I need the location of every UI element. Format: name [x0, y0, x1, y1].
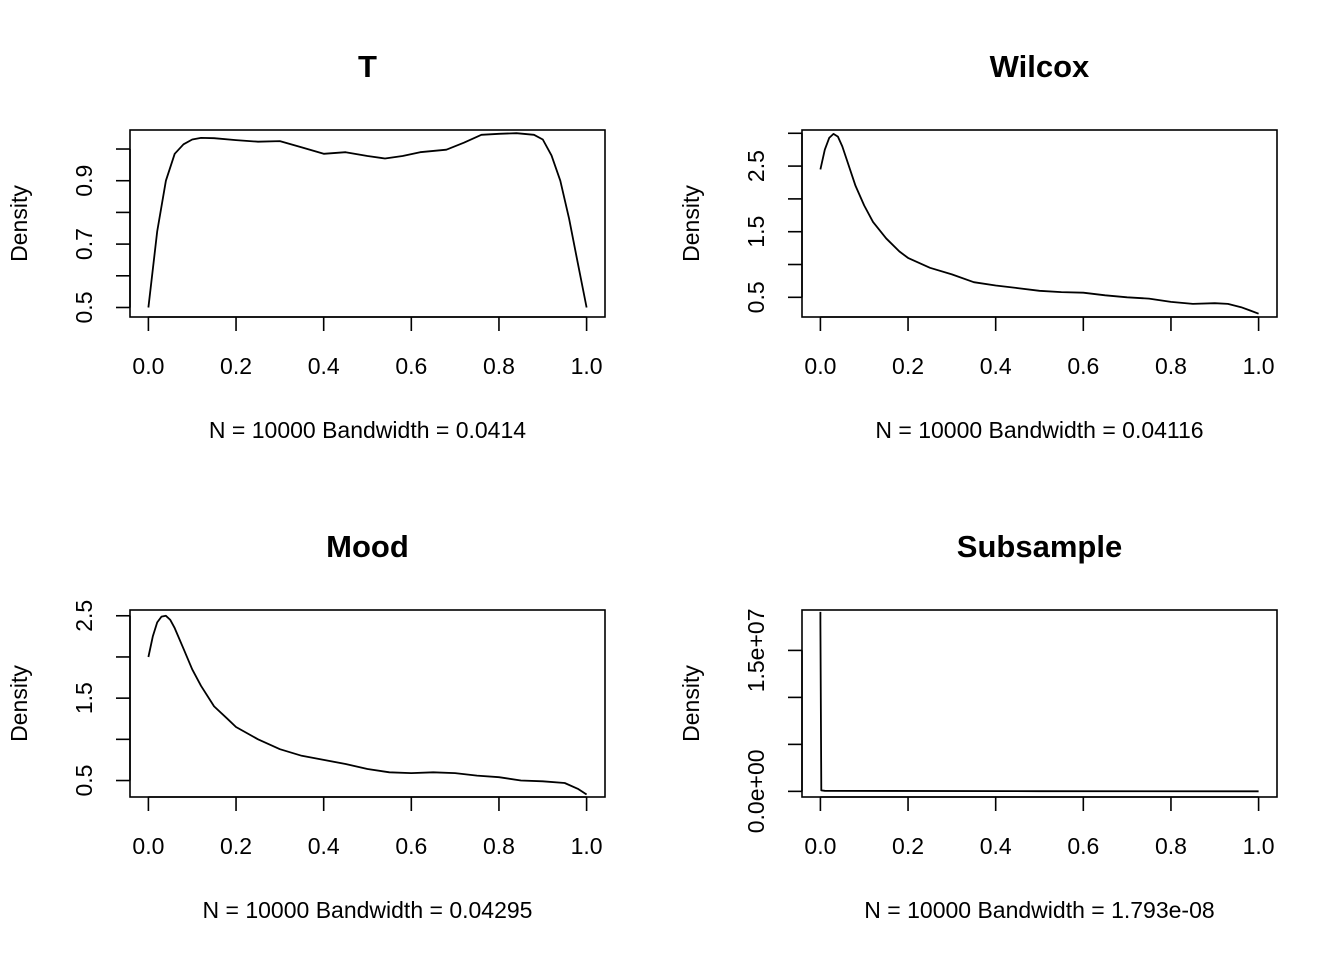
x-tick-label: 0.2: [220, 833, 252, 859]
x-tick-label: 0.4: [980, 833, 1012, 859]
x-axis-label: N = 10000 Bandwidth = 0.04295: [203, 897, 533, 923]
x-tick-label: 0.4: [980, 353, 1012, 379]
x-tick-label: 0.6: [1067, 353, 1099, 379]
y-axis-label: Density: [6, 185, 32, 262]
y-axis-label: Density: [678, 665, 704, 742]
y-axis-label: Density: [6, 665, 32, 742]
x-tick-label: 0.6: [1067, 833, 1099, 859]
x-tick-label: 0.0: [804, 833, 836, 859]
x-tick-label: 0.0: [132, 833, 164, 859]
y-tick-label: 2.5: [71, 600, 97, 632]
chart-panel-2: Wilcox 0.0 0.2 0.4 0.6 0.8 1.0 0.5 1.5 2.5 N = 100…: [678, 49, 1278, 443]
y-tick-label: 0.5: [71, 765, 97, 797]
y-tick-label: 2.5: [743, 150, 769, 182]
x-tick-label: 0.2: [220, 353, 252, 379]
x-tick-label: 0.8: [1155, 833, 1187, 859]
x-tick-label: 0.2: [892, 833, 924, 859]
chart-title: Subsample: [957, 529, 1122, 564]
x-tick-label: 0.2: [892, 353, 924, 379]
density-curve: [147, 132, 588, 308]
x-tick-label: 0.4: [308, 833, 340, 859]
chart-title: T: [358, 49, 377, 84]
x-tick-label: 1.0: [1243, 833, 1275, 859]
x-axis-label: N = 10000 Bandwidth = 1.793e-08: [864, 897, 1214, 923]
x-tick-label: 1.0: [1243, 353, 1275, 379]
y-tick-label: 0.0e+00: [743, 749, 769, 833]
x-tick-label: 0.0: [804, 353, 836, 379]
x-tick-label: 0.0: [132, 353, 164, 379]
x-axis-label: N = 10000 Bandwidth = 0.0414: [209, 417, 526, 443]
y-tick-label: 1.5: [743, 216, 769, 248]
x-tick-label: 0.8: [483, 833, 515, 859]
y-axis-label: Density: [678, 185, 704, 262]
y-tick-label: 0.5: [743, 281, 769, 313]
y-tick-label: 0.9: [71, 165, 97, 197]
x-tick-label: 0.6: [395, 833, 427, 859]
chart-title: Wilcox: [990, 49, 1090, 84]
chart-panel-4: Subsample 0.0 0.2 0.4 0.6 0.8 1.0 0.0e+00 1.5e+0…: [678, 529, 1278, 923]
chart-panel-3: Mood 0.0 0.2 0.4 0.6 0.8 1.0 0.5 1.5 2.5 N = 10000…: [6, 529, 606, 923]
density-curve: [147, 614, 588, 796]
plot-box: [801, 609, 1278, 798]
x-tick-label: 0.8: [483, 353, 515, 379]
x-tick-label: 0.4: [308, 353, 340, 379]
chart-title: Mood: [326, 529, 409, 564]
x-tick-label: 1.0: [571, 833, 603, 859]
plot-box: [129, 129, 606, 318]
x-tick-label: 0.6: [395, 353, 427, 379]
x-tick-label: 1.0: [571, 353, 603, 379]
x-tick-label: 0.8: [1155, 353, 1187, 379]
y-tick-label: 1.5: [71, 682, 97, 714]
y-tick-label: 0.5: [71, 291, 97, 323]
y-tick-label: 1.5e+07: [743, 609, 769, 693]
density-curve: [819, 611, 1259, 793]
chart-panel-1: T 0.0 0.2 0.4 0.6 0.8 1.0 0.5 0.7 0.9 N = 10000 Ba…: [6, 49, 606, 443]
density-curve: [819, 132, 1259, 315]
x-axis-label: N = 10000 Bandwidth = 0.04116: [875, 417, 1203, 443]
y-tick-label: 0.7: [71, 228, 97, 260]
